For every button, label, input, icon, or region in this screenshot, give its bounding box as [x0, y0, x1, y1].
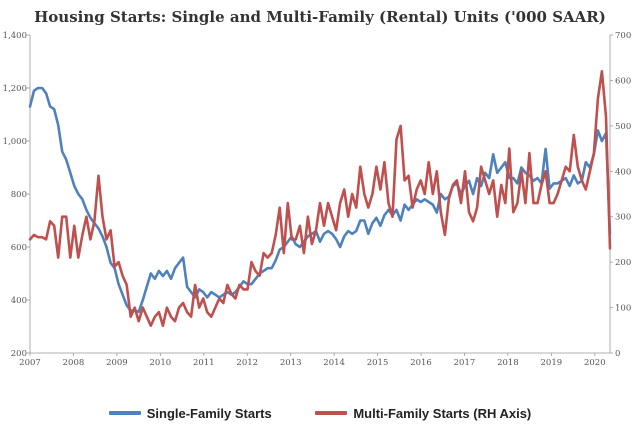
x-tick-label: 2018: [497, 358, 519, 368]
x-tick-label: 2010: [150, 358, 172, 368]
y-right-tick-label: 700: [615, 31, 631, 41]
legend-label-single-family: Single-Family Starts: [146, 405, 272, 421]
x-tick-label: 2016: [410, 358, 432, 368]
axes: 200 400 600 800 1,000 1,200 1,400 0 100 200 300 400…: [3, 31, 632, 368]
x-tick-label: 2009: [106, 358, 128, 368]
x-tick-label: 2013: [280, 358, 302, 368]
y-left-tick-label: 1,000: [3, 137, 27, 147]
x-tick-label: 2014: [323, 358, 345, 368]
y-left-tick-label: 1,400: [3, 31, 27, 41]
x-tick-label: 2012: [236, 358, 258, 368]
series-layer: [28, 70, 612, 328]
legend-swatch-multi-family: [315, 411, 348, 415]
y-right-tick-label: 300: [615, 213, 631, 223]
legend-swatch-single-family: [108, 411, 141, 415]
y-right-tick-label: 0: [615, 349, 620, 359]
series-line-0: [28, 86, 612, 314]
chart-title: Housing Starts: Single and Multi-Family …: [34, 8, 606, 26]
y-left-tick-label: 800: [11, 190, 27, 200]
series-line-1: [28, 70, 612, 328]
y-left-tick-label: 400: [11, 296, 27, 306]
x-tick-label: 2007: [19, 358, 41, 368]
x-tick-label: 2008: [63, 358, 85, 368]
legend: Single-Family Starts Multi-Family Starts…: [0, 403, 640, 421]
y-right-tick-label: 100: [615, 304, 631, 314]
y-right-tick-label: 600: [615, 76, 631, 86]
legend-item-single-family: Single-Family Starts: [108, 405, 272, 421]
y-right-tick-label: 200: [615, 258, 631, 268]
y-right-tick-label: 500: [615, 122, 631, 132]
y-left-tick-label: 200: [11, 349, 27, 359]
x-tick-label: 2019: [541, 358, 563, 368]
legend-item-multi-family: Multi-Family Starts (RH Axis): [315, 406, 531, 421]
y-left-tick-label: 600: [11, 243, 27, 253]
x-tick-label: 2015: [367, 358, 389, 368]
x-tick-label: 2017: [454, 358, 476, 368]
legend-label-multi-family: Multi-Family Starts (RH Axis): [353, 405, 532, 421]
x-tick-label: 2020: [584, 358, 606, 368]
y-right-tick-label: 400: [615, 167, 631, 177]
y-left-tick-label: 1,200: [3, 84, 27, 94]
x-tick-label: 2011: [193, 358, 215, 368]
